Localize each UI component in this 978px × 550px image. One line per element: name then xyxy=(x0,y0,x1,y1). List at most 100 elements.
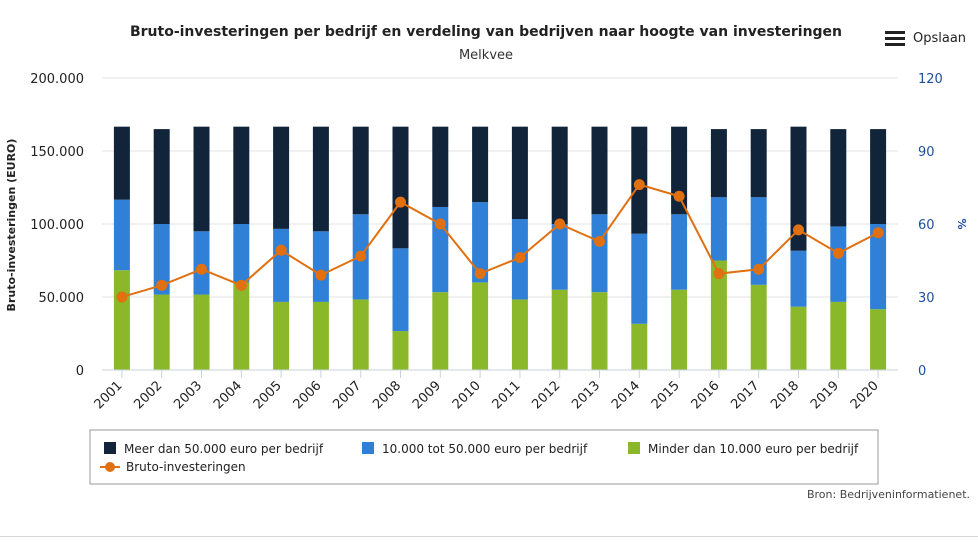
bar-segment xyxy=(551,289,568,370)
x-tick-label: 2002 xyxy=(131,378,165,412)
bar-segment xyxy=(312,231,329,302)
bar-segment xyxy=(710,197,727,261)
hamburger-menu-icon xyxy=(885,31,905,46)
x-tick-label: 2013 xyxy=(569,378,603,412)
x-tick-label: 2015 xyxy=(649,378,683,412)
bar-segment xyxy=(790,126,807,251)
bar-segment xyxy=(830,129,847,227)
bar-segment xyxy=(153,224,170,295)
x-tick-label: 2008 xyxy=(370,378,404,412)
source-note: Bron: Bedrijveninformatienet. xyxy=(807,488,970,501)
line-point xyxy=(633,179,645,191)
bar-segment xyxy=(591,292,608,370)
x-tick-label: 2003 xyxy=(171,378,205,412)
bar-segment xyxy=(392,331,409,370)
x-tick-label: 2001 xyxy=(92,378,126,412)
x-tick-label: 2014 xyxy=(609,378,643,412)
x-tick-label: 2019 xyxy=(808,378,842,412)
x-tick-label: 2017 xyxy=(728,378,762,412)
bar-segment xyxy=(591,214,608,293)
bar-segment xyxy=(631,233,648,324)
bar-segment xyxy=(750,129,767,198)
bar-segment xyxy=(432,126,449,207)
bar-segment xyxy=(830,301,847,370)
line-point xyxy=(713,268,725,280)
x-tick-label: 2007 xyxy=(330,378,364,412)
bar-segment xyxy=(273,301,290,370)
bar-segment xyxy=(472,282,489,370)
x-tick-label: 2005 xyxy=(251,378,285,412)
bar-segment xyxy=(830,226,847,302)
line-series xyxy=(116,179,884,303)
line-point xyxy=(434,218,446,230)
bar-segment xyxy=(671,214,688,290)
x-tick-label: 2020 xyxy=(848,378,882,412)
bar-segment xyxy=(750,197,767,285)
bar-segment xyxy=(352,299,369,370)
bar-segment xyxy=(193,294,210,370)
y2-tick-label: 90 xyxy=(918,145,935,160)
y2-tick-label: 120 xyxy=(918,72,943,87)
line-point xyxy=(235,279,247,291)
y-tick-label: 200.000 xyxy=(30,72,84,87)
bar-segment xyxy=(193,126,210,232)
line-point xyxy=(554,218,566,230)
x-tick-label: 2016 xyxy=(689,378,723,412)
chart-subtitle: Melkvee xyxy=(459,48,513,63)
bar-segment xyxy=(352,126,369,215)
line-point xyxy=(753,263,765,275)
save-label: Opslaan xyxy=(913,31,966,46)
y-tick-label: 0 xyxy=(76,364,84,379)
y-axis-title: Bruto-investeringen (EURO) xyxy=(5,139,18,312)
line-point xyxy=(832,247,844,259)
line-point xyxy=(116,291,128,303)
bar-segment xyxy=(153,294,170,370)
bar-segment xyxy=(392,126,409,249)
bar-segment xyxy=(710,129,727,198)
y-tick-label: 100.000 xyxy=(30,218,84,233)
bars xyxy=(113,126,887,370)
line-point xyxy=(315,269,327,281)
bar-segment xyxy=(591,126,608,215)
y-tick-label: 150.000 xyxy=(30,145,84,160)
bar-segment xyxy=(193,231,210,295)
legend-line-marker xyxy=(105,462,115,472)
bar-segment xyxy=(671,289,688,370)
legend-label: Meer dan 50.000 euro per bedrijf xyxy=(124,442,324,456)
y2-tick-label: 0 xyxy=(918,364,926,379)
bar-segment xyxy=(551,126,568,224)
bar-segment xyxy=(671,126,688,215)
x-tick-label: 2012 xyxy=(529,378,563,412)
chart-title: Bruto-investeringen per bedrijf en verde… xyxy=(130,24,842,40)
legend-label: 10.000 tot 50.000 euro per bedrijf xyxy=(382,442,588,456)
bar-segment xyxy=(113,199,130,271)
bar-segment xyxy=(233,282,250,370)
bar-segment xyxy=(392,248,409,332)
bar-segment xyxy=(551,224,568,290)
menu-button[interactable]: Opslaan xyxy=(885,31,966,46)
line-point xyxy=(355,250,367,262)
line-point xyxy=(156,279,168,291)
x-tick-label: 2011 xyxy=(490,378,524,412)
bar-segment xyxy=(472,126,489,203)
gridlines xyxy=(102,77,898,298)
bar-segment xyxy=(233,126,250,224)
y2-tick-label: 60 xyxy=(918,218,935,233)
bar-segment xyxy=(432,292,449,370)
bar-segment xyxy=(233,224,250,283)
legend-label: Bruto-investeringen xyxy=(126,460,246,474)
bar-segment xyxy=(790,306,807,370)
line-point xyxy=(793,224,804,236)
y2-axis-title: % xyxy=(955,218,968,229)
bar-segment xyxy=(312,301,329,370)
line-point xyxy=(673,190,685,202)
x-tick-label: 2004 xyxy=(211,378,245,412)
bar-segment xyxy=(870,224,887,310)
line-point xyxy=(872,227,884,239)
bar-segment xyxy=(750,284,767,370)
y2-tick-label: 30 xyxy=(918,291,935,306)
legend-swatch xyxy=(104,442,116,454)
legend: Meer dan 50.000 euro per bedrijf 10.000 t… xyxy=(89,429,879,485)
legend-box xyxy=(89,429,879,485)
x-tick-label: 2010 xyxy=(450,378,484,412)
